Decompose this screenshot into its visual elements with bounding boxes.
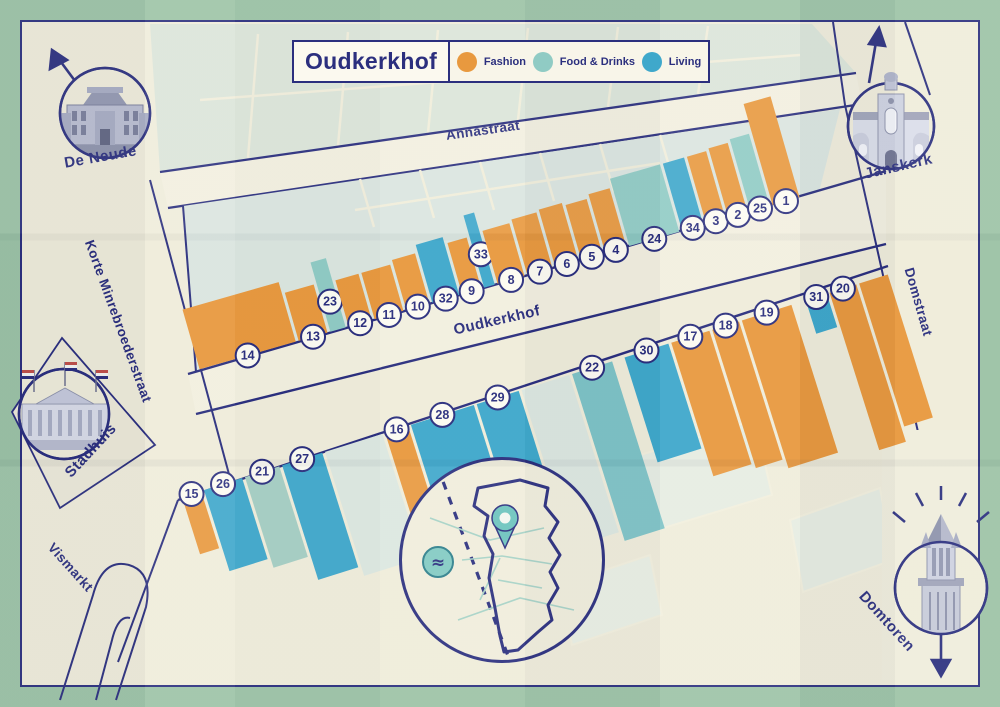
shop-number-badge[interactable]: 27 xyxy=(289,446,316,473)
shop-number-badge[interactable]: 17 xyxy=(677,323,704,350)
shop-number-badge[interactable]: 10 xyxy=(404,293,431,320)
shop-number-badge[interactable]: 29 xyxy=(484,384,511,411)
inset-street-lines xyxy=(429,517,575,621)
stadhuis-flags xyxy=(22,362,108,392)
shop-number-badge[interactable]: 24 xyxy=(641,225,668,252)
fashion-dot-icon xyxy=(456,51,477,72)
domtoren-lower xyxy=(918,578,964,634)
shop-number-badge[interactable]: 13 xyxy=(300,323,327,350)
shop-number-badge[interactable]: 18 xyxy=(712,312,739,339)
legend-item-food-drinks[interactable]: Food & Drinks xyxy=(532,51,635,72)
living-dot-icon xyxy=(641,51,662,72)
svg-text:≈: ≈ xyxy=(431,553,445,573)
shop-number-badge[interactable]: 11 xyxy=(375,301,402,328)
food-drinks-dot-icon xyxy=(532,51,553,72)
city-centre-outline xyxy=(472,478,562,654)
shop-number-badge[interactable]: 5 xyxy=(578,243,605,270)
legend: Oudkerkhof Fashion Food & Drinks Living xyxy=(292,40,710,83)
de-neude-illustration xyxy=(58,66,152,160)
shop-number-badge[interactable]: 22 xyxy=(579,354,606,381)
shop-number-badge[interactable]: 8 xyxy=(498,266,525,293)
shop-number-badge[interactable]: 19 xyxy=(753,299,780,326)
shop-number-badge[interactable]: 26 xyxy=(210,471,237,498)
legend-item-fashion[interactable]: Fashion xyxy=(456,51,526,72)
vismarkt-canal-lines xyxy=(59,562,149,701)
landmark-stadhuis[interactable]: Stadhuis xyxy=(12,352,122,481)
annastraat-band xyxy=(160,73,862,208)
domtoren-upper xyxy=(920,514,962,581)
shop-number-badge[interactable]: 4 xyxy=(602,236,629,263)
overview-inset-map[interactable]: ≈ xyxy=(399,457,605,663)
landmark-de-neude[interactable]: De Neude xyxy=(55,63,155,172)
location-pin-icon xyxy=(491,504,519,550)
shop-number-badge[interactable]: 31 xyxy=(803,284,830,311)
shop-number-badge[interactable]: 32 xyxy=(432,285,459,312)
landmark-janskerk[interactable]: Janskerk xyxy=(845,70,937,183)
shop-number-badge[interactable]: 7 xyxy=(526,258,553,285)
map-title: Oudkerkhof xyxy=(294,42,450,81)
janskerk-lantern xyxy=(884,72,898,91)
inset-art: ≈ xyxy=(422,460,575,660)
legend-items: Fashion Food & Drinks Living xyxy=(450,42,708,81)
domtoren-rays xyxy=(892,486,990,523)
shop-number-badge[interactable]: 34 xyxy=(679,214,706,241)
landmark-domtoren[interactable]: Domtoren xyxy=(855,508,996,655)
shop-number-badge[interactable]: 20 xyxy=(829,275,856,302)
shop-number-badge[interactable]: 25 xyxy=(747,195,774,222)
shop-number-badge[interactable]: 1 xyxy=(772,188,799,215)
stadhuis-illustration xyxy=(17,362,111,461)
shop-number-badge[interactable]: 14 xyxy=(234,342,261,369)
shop-number-badge[interactable]: 16 xyxy=(383,416,410,443)
shop-number-badge[interactable]: 12 xyxy=(347,310,374,337)
shop-number-badge[interactable]: 15 xyxy=(178,480,205,507)
canal-badge-icon: ≈ xyxy=(422,546,454,578)
janskerk-illustration xyxy=(846,72,936,171)
shop-number-badge[interactable]: 6 xyxy=(553,250,580,277)
domtoren-illustration xyxy=(893,514,989,636)
shop-number-badge[interactable]: 28 xyxy=(429,401,456,428)
shop-number-badge[interactable]: 9 xyxy=(458,278,485,305)
legend-item-living[interactable]: Living xyxy=(641,51,701,72)
stadhuis-building xyxy=(20,387,109,450)
shop-number-badge[interactable]: 21 xyxy=(249,458,276,485)
shop-number-badge[interactable]: 30 xyxy=(633,337,660,364)
